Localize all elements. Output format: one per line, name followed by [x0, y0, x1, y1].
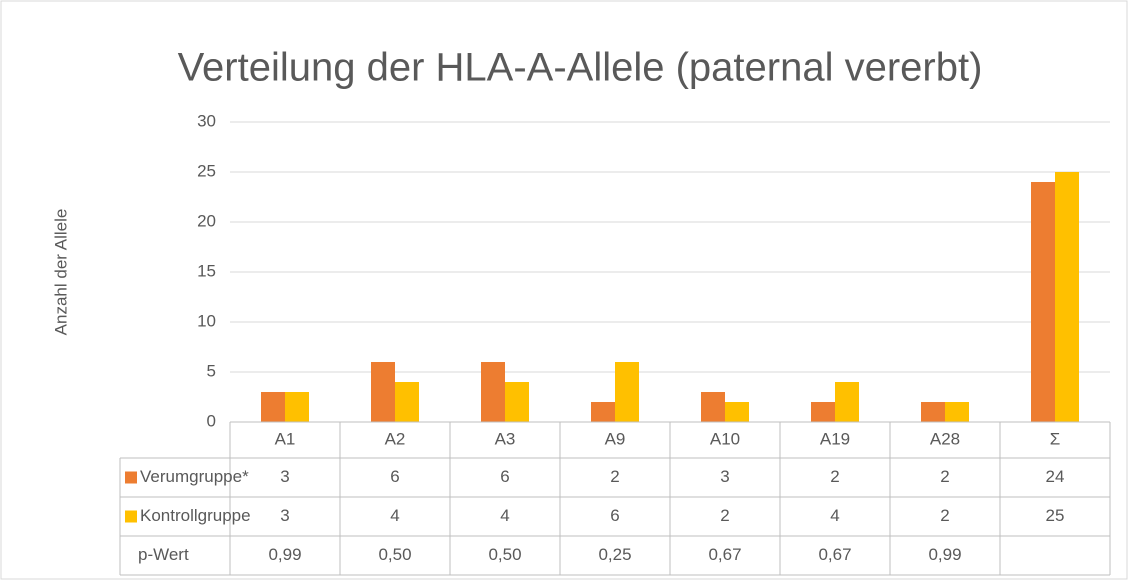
table-cell: 3 [280, 506, 289, 525]
table-cell: 2 [940, 506, 949, 525]
bar [285, 392, 309, 422]
bar [945, 402, 969, 422]
table-cell: 2 [610, 467, 619, 486]
table-cell: 0,99 [928, 545, 961, 564]
table-cell: 6 [390, 467, 399, 486]
bar [261, 392, 285, 422]
table-cell: 0,25 [598, 545, 631, 564]
table-cell: 25 [1046, 506, 1065, 525]
bar [811, 402, 835, 422]
y-tick-label: 30 [197, 111, 216, 130]
table-cell: 0,67 [708, 545, 741, 564]
x-tick-label: A10 [710, 429, 740, 448]
table-cell: 4 [390, 506, 399, 525]
x-tick-label: Σ [1050, 429, 1061, 448]
bar [1055, 172, 1079, 422]
bar [371, 362, 395, 422]
y-tick-label: 0 [207, 411, 216, 430]
table-cell: 2 [940, 467, 949, 486]
x-tick-label: A3 [495, 429, 516, 448]
y-tick-label: 25 [197, 161, 216, 180]
table-cell: 4 [830, 506, 839, 525]
x-tick-label: A28 [930, 429, 960, 448]
bar [505, 382, 529, 422]
bar [395, 382, 419, 422]
x-tick-label: A19 [820, 429, 850, 448]
table-cell: 24 [1046, 467, 1065, 486]
bar [591, 402, 615, 422]
bar [835, 382, 859, 422]
table-cell: 6 [500, 467, 509, 486]
bar [921, 402, 945, 422]
bar [615, 362, 639, 422]
legend-label: Verumgruppe* [140, 467, 249, 486]
bar [701, 392, 725, 422]
bar [725, 402, 749, 422]
legend-swatch [125, 471, 137, 484]
x-tick-label: A2 [385, 429, 406, 448]
table-cell: 2 [720, 506, 729, 525]
y-tick-label: 5 [207, 361, 216, 380]
table-cell: 0,50 [488, 545, 521, 564]
x-tick-label: A1 [275, 429, 296, 448]
table-cell: 4 [500, 506, 509, 525]
table-cell: 0,99 [268, 545, 301, 564]
bar [1031, 182, 1055, 422]
bar [481, 362, 505, 422]
x-tick-label: A9 [605, 429, 626, 448]
table-cell: 2 [830, 467, 839, 486]
y-axis-label: Anzahl der Allele [51, 209, 70, 336]
y-tick-label: 15 [197, 261, 216, 280]
table-cell: 6 [610, 506, 619, 525]
table-cell: 0,50 [378, 545, 411, 564]
y-tick-label: 20 [197, 211, 216, 230]
row-label: p-Wert [138, 545, 189, 564]
table-cell: 0,67 [818, 545, 851, 564]
legend-swatch [125, 510, 137, 523]
table-cell: 3 [280, 467, 289, 486]
y-tick-label: 10 [197, 311, 216, 330]
legend-label: Kontrollgruppe [140, 506, 251, 525]
chart-title: Verteilung der HLA-A-Allele (paternal ve… [178, 46, 983, 90]
table-cell: 3 [720, 467, 729, 486]
